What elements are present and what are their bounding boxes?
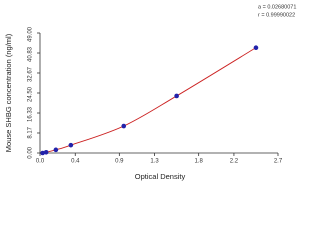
y-tick-label: 8.17	[28, 126, 34, 138]
x-tick-label: 0.4	[71, 159, 80, 165]
page: {"chart_data": {"type": "scatter", "xlab…	[0, 0, 300, 200]
y-tick-label: 40.83	[28, 46, 34, 62]
data-point	[53, 147, 59, 153]
data-point	[174, 93, 179, 99]
data-point	[40, 150, 45, 156]
x-tick-label: 0.0	[36, 159, 45, 165]
y-tick-label: 16.33	[28, 106, 34, 122]
y-tick-label: 24.50	[28, 86, 34, 102]
x-tick-label: 1.3	[150, 159, 159, 165]
chart: Optical Density Mouse SHBG concentration…	[0, 0, 300, 200]
x-tick-label: 2.2	[230, 159, 239, 165]
y-axis-label: Mouse SHBG concentration (ng/ml)	[4, 33, 13, 152]
data-point	[68, 142, 74, 148]
data-point	[253, 45, 259, 50]
x-tick-label: 1.8	[194, 159, 203, 165]
x-tick-label: 2.7	[274, 159, 283, 165]
x-tick-label: 0.9	[115, 159, 124, 165]
background	[0, 0, 300, 200]
x-axis-label: Optical Density	[135, 172, 186, 181]
y-tick-label: 0.00	[28, 146, 34, 158]
y-tick-label: 32.67	[28, 66, 34, 82]
annotation: r = 0.99990022	[258, 12, 295, 18]
data-point	[121, 123, 127, 129]
y-tick-label: 49.00	[28, 26, 34, 42]
data-point	[43, 149, 49, 155]
annotation: a = 0.02680071	[258, 4, 296, 10]
